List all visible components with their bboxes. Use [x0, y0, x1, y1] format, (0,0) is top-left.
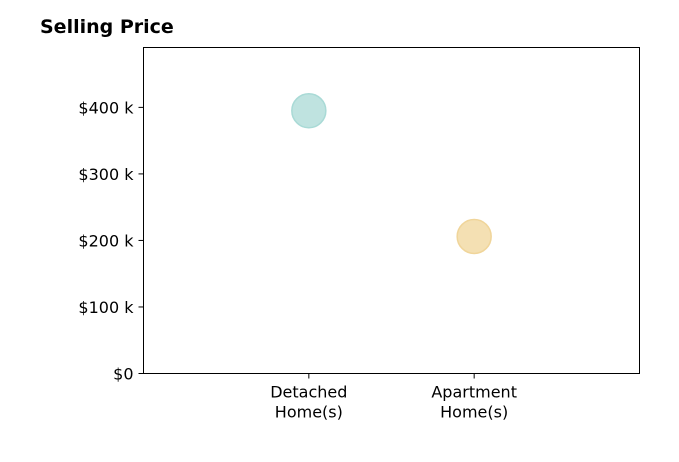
data-point [456, 218, 492, 255]
y-tick-label: $300 k [78, 165, 134, 184]
x-tick-label: Apartment [431, 383, 517, 402]
y-tick-label: $200 k [78, 231, 134, 250]
y-tick-label: $0 [113, 365, 133, 384]
x-tick-label: Home(s) [275, 403, 343, 422]
y-tick-label: $100 k [78, 298, 134, 317]
plot-frame [143, 47, 640, 374]
data-point [291, 92, 327, 129]
y-axis: $0 $100 k $200 k $300 k $400 k [78, 98, 144, 384]
y-tick-label: $400 k [78, 98, 134, 117]
chart-title: Selling Price [40, 16, 174, 38]
x-tick-label: Detached [270, 383, 347, 402]
data-points [291, 92, 492, 255]
x-tick-label: Home(s) [440, 403, 508, 422]
